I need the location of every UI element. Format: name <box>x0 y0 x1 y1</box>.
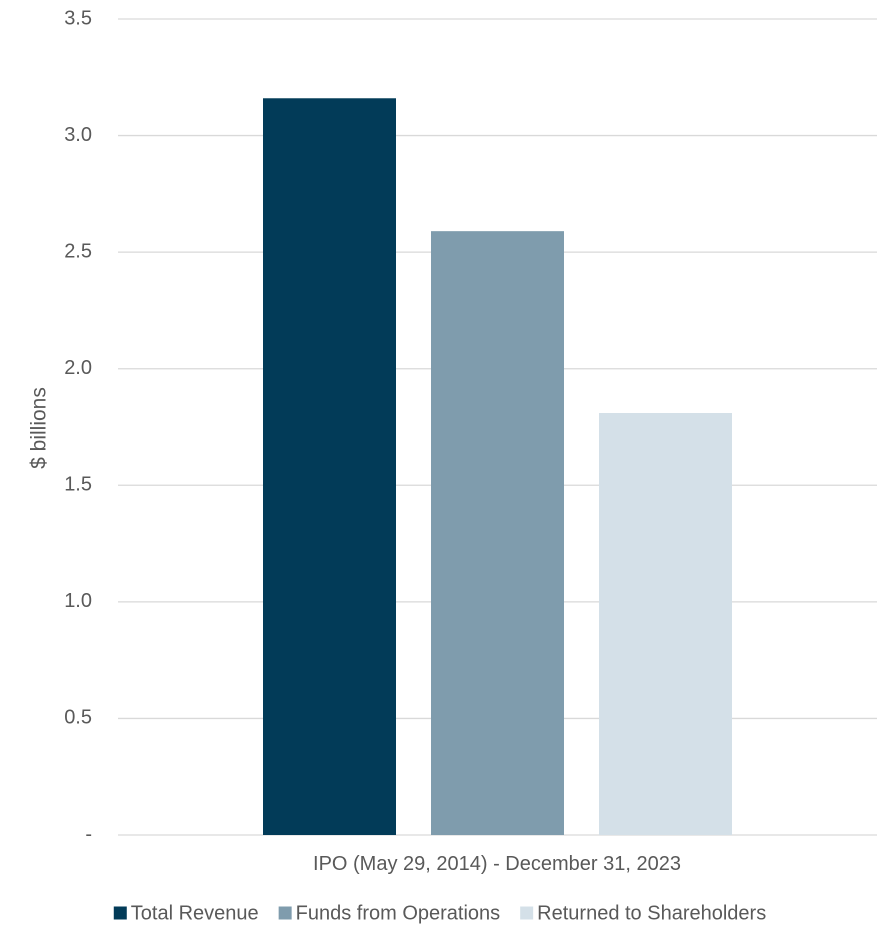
bar-funds-from-operations <box>431 231 564 835</box>
legend-item-returned-to-shareholders: Returned to Shareholders <box>520 902 766 924</box>
x-category-label: IPO (May 29, 2014) - December 31, 2023 <box>313 853 681 875</box>
legend-label: Funds from Operations <box>296 902 501 924</box>
y-tick-label: 0.5 <box>64 707 92 729</box>
y-axis-ticks: - 0.5 1.0 1.5 2.0 2.5 3.0 3.5 <box>64 7 92 845</box>
y-tick-label: 3.5 <box>64 7 92 29</box>
legend: Total Revenue Funds from Operations Return… <box>113 902 766 924</box>
bars <box>263 98 732 836</box>
legend-label: Returned to Shareholders <box>537 902 766 924</box>
legend-swatch <box>113 906 127 920</box>
y-tick-label: 1.0 <box>64 590 92 612</box>
y-axis-title: $ billions <box>28 387 51 469</box>
legend-item-total-revenue: Total Revenue <box>113 902 259 924</box>
y-tick-label: 1.5 <box>64 474 92 496</box>
legend-item-funds-from-operations: Funds from Operations <box>278 902 501 924</box>
y-tick-label: 2.0 <box>64 357 92 379</box>
y-tick-label: 3.0 <box>64 124 92 146</box>
legend-label: Total Revenue <box>131 902 259 924</box>
legend-swatch <box>520 906 534 920</box>
bar-total-revenue <box>263 98 396 836</box>
y-tick-label: - <box>85 823 92 845</box>
legend-swatch <box>278 906 292 920</box>
bar-returned-to-shareholders <box>599 413 732 835</box>
y-tick-label: 2.5 <box>64 240 92 262</box>
